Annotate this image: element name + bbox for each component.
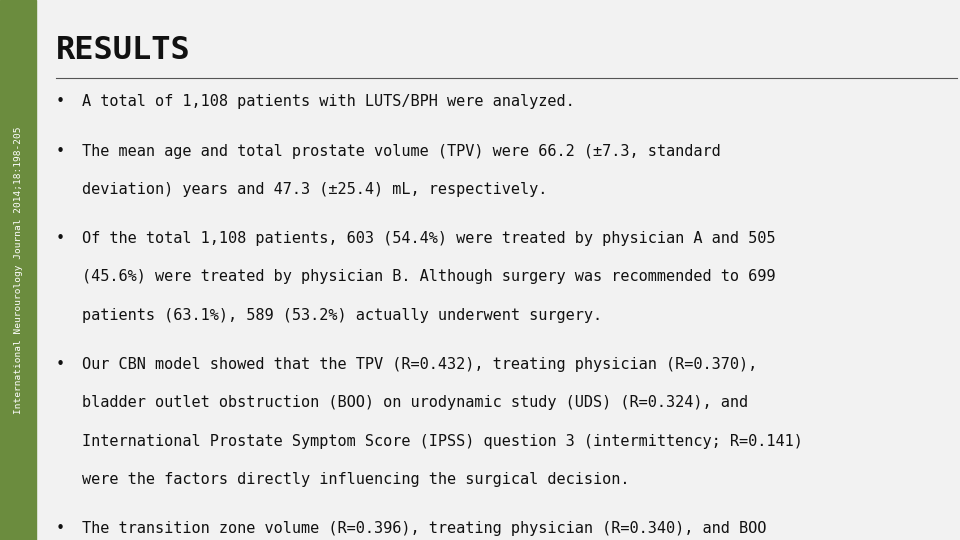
Text: •: • — [56, 94, 65, 110]
Text: bladder outlet obstruction (BOO) on urodynamic study (UDS) (R=0.324), and: bladder outlet obstruction (BOO) on urod… — [82, 395, 748, 410]
Text: Our CBN model showed that the TPV (R=0.432), treating physician (R=0.370),: Our CBN model showed that the TPV (R=0.4… — [82, 357, 756, 372]
Bar — [0, 0, 36, 540]
Text: A total of 1,108 patients with LUTS/BPH were analyzed.: A total of 1,108 patients with LUTS/BPH … — [82, 94, 574, 110]
Text: were the factors directly influencing the surgical decision.: were the factors directly influencing th… — [82, 472, 629, 487]
Text: International Neurourology Journal 2014;18:198-205: International Neurourology Journal 2014;… — [13, 126, 23, 414]
Text: The mean age and total prostate volume (TPV) were 66.2 (±7.3, standard: The mean age and total prostate volume (… — [82, 144, 720, 159]
Text: RESULTS: RESULTS — [56, 35, 190, 66]
Text: •: • — [56, 521, 65, 536]
Text: patients (63.1%), 589 (53.2%) actually underwent surgery.: patients (63.1%), 589 (53.2%) actually u… — [82, 308, 602, 323]
Text: •: • — [56, 231, 65, 246]
Text: •: • — [56, 144, 65, 159]
Text: Of the total 1,108 patients, 603 (54.4%) were treated by physician A and 505: Of the total 1,108 patients, 603 (54.4%)… — [82, 231, 775, 246]
Text: (45.6%) were treated by physician B. Although surgery was recommended to 699: (45.6%) were treated by physician B. Alt… — [82, 269, 775, 285]
Text: •: • — [56, 357, 65, 372]
Text: deviation) years and 47.3 (±25.4) mL, respectively.: deviation) years and 47.3 (±25.4) mL, re… — [82, 182, 547, 197]
Text: International Prostate Symptom Score (IPSS) question 3 (intermittency; R=0.141): International Prostate Symptom Score (IP… — [82, 434, 803, 449]
Text: The transition zone volume (R=0.396), treating physician (R=0.340), and BOO: The transition zone volume (R=0.396), tr… — [82, 521, 766, 536]
